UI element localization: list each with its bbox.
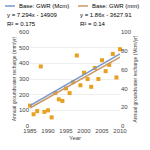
svg-text:200: 200 [19, 92, 30, 98]
svg-text:100: 100 [19, 107, 30, 113]
svg-text:400: 400 [19, 60, 30, 66]
svg-text:2010: 2010 [113, 128, 127, 134]
svg-text:Base: GWR (mm): Base: GWR (mm) [92, 3, 139, 9]
svg-text:300: 300 [19, 76, 30, 82]
svg-text:R² = 0.14: R² = 0.14 [80, 21, 106, 27]
svg-text:40: 40 [121, 86, 128, 92]
svg-text:0: 0 [26, 123, 30, 129]
svg-text:y = 7.294x - 14909: y = 7.294x - 14909 [7, 12, 58, 18]
svg-text:y = 1.86x - 3627.91: y = 1.86x - 3627.91 [80, 12, 132, 18]
svg-text:2000: 2000 [77, 128, 91, 134]
svg-text:80: 80 [121, 48, 128, 54]
svg-text:Annual groundwater recharge (M: Annual groundwater recharge (Mcm/yr) [132, 35, 138, 122]
svg-text:1985: 1985 [23, 128, 37, 134]
svg-text:0: 0 [121, 123, 125, 129]
svg-text:Base: GWR (Mcm): Base: GWR (Mcm) [19, 3, 69, 9]
svg-text:500: 500 [19, 45, 30, 51]
svg-text:Year: Year [69, 135, 81, 141]
svg-text:1995: 1995 [59, 128, 73, 134]
svg-text:20: 20 [121, 104, 128, 110]
svg-text:2005: 2005 [95, 128, 109, 134]
svg-text:600: 600 [19, 29, 30, 35]
svg-text:100: 100 [121, 29, 132, 35]
svg-text:1990: 1990 [41, 128, 55, 134]
svg-text:Annual groundwater recharge (m: Annual groundwater recharge (mm/yr) [11, 36, 17, 121]
svg-text:60: 60 [121, 67, 128, 73]
svg-text:R² = 0.175: R² = 0.175 [7, 21, 36, 27]
